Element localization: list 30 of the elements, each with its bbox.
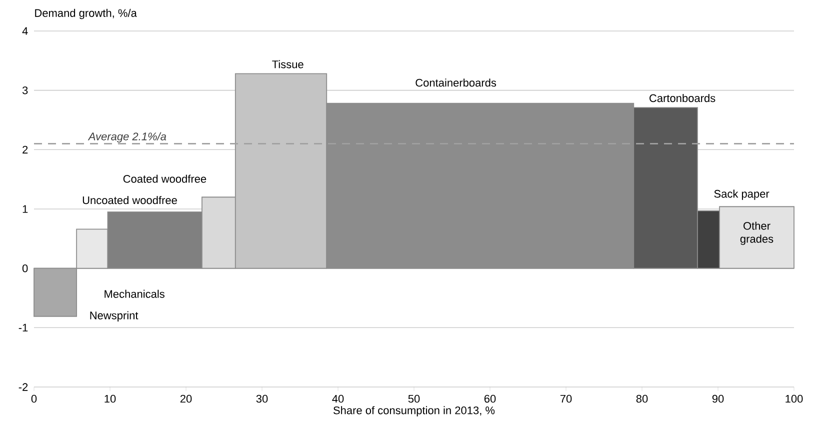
x-tick-label: 10 bbox=[104, 394, 116, 403]
x-tick-label: 90 bbox=[712, 394, 724, 403]
annotation: Tissue bbox=[272, 60, 304, 68]
x-tick-label: 80 bbox=[636, 394, 648, 403]
x-tick-label: 60 bbox=[484, 394, 496, 403]
annotation: Uncoated woodfree bbox=[82, 196, 177, 204]
y-tick-label: 0 bbox=[22, 264, 28, 272]
annotation: Newsprint bbox=[90, 311, 138, 322]
annotation: Containerboards bbox=[416, 78, 496, 87]
y-tick-label: 1 bbox=[22, 205, 28, 213]
x-tick-label: 70 bbox=[560, 394, 572, 403]
ref-line-label: Average 2.1%/a bbox=[88, 132, 166, 143]
x-tick-label: 20 bbox=[180, 394, 192, 403]
x-tick-label: 0 bbox=[31, 394, 37, 403]
y-axis-title: Demand growth, %/a bbox=[35, 8, 137, 20]
annotation: Mechanicals bbox=[104, 290, 164, 298]
x-tick-label: 30 bbox=[256, 394, 268, 403]
x-tick-label: 100 bbox=[786, 394, 803, 403]
annotation: Other grades bbox=[740, 222, 774, 245]
x-tick-label: 50 bbox=[408, 394, 420, 403]
annotation: Coated woodfree bbox=[123, 174, 206, 183]
y-tick-label: 2 bbox=[22, 146, 28, 154]
y-tick-label: 4 bbox=[22, 27, 28, 35]
x-axis-title: Share of consumption in 2013, % bbox=[333, 406, 495, 416]
y-tick-label: 3 bbox=[22, 86, 28, 94]
y-tick-label: -1 bbox=[18, 324, 28, 332]
annotation: Cartonboards bbox=[650, 94, 716, 102]
annotation: Sack paper bbox=[714, 190, 770, 200]
y-tick-label: -2 bbox=[18, 383, 28, 391]
x-tick-label: 40 bbox=[332, 394, 344, 403]
